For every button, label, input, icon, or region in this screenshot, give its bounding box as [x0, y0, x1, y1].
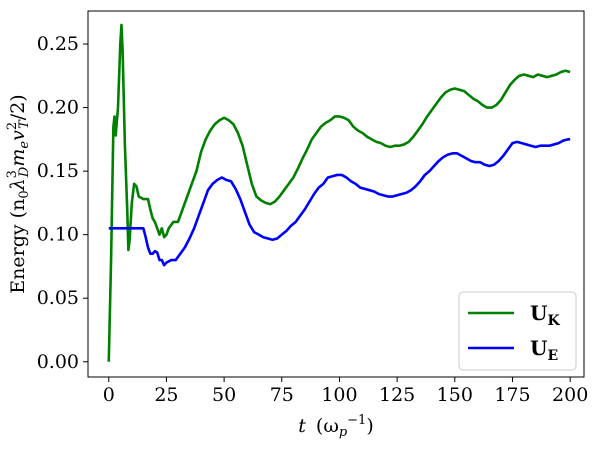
x-tick-label: 25 — [154, 384, 178, 406]
y-axis-ticks: 0.00 0.05 0.10 0.15 0.20 0.25 — [37, 33, 88, 373]
y-tick-label: 0.10 — [37, 224, 79, 246]
legend: UK UE — [458, 291, 577, 371]
legend-label-uk: UK — [530, 301, 560, 329]
y-tick-label: 0.15 — [37, 160, 79, 182]
series-line-ue — [108, 138, 571, 267]
x-axis-ticks: 0 25 50 75 100 125 150 175 200 — [103, 377, 588, 406]
series-line-uk — [107, 23, 571, 362]
x-tick-label: 100 — [321, 384, 357, 406]
x-tick-label: 75 — [270, 384, 294, 406]
y-tick-label: 0.20 — [37, 97, 79, 119]
series-layer — [107, 23, 571, 362]
x-tick-label: 0 — [103, 384, 115, 406]
y-tick-label: 0.25 — [37, 33, 79, 55]
x-tick-label: 50 — [212, 384, 236, 406]
y-tick-label: 0.00 — [37, 351, 79, 373]
x-axis-label: t (ωp−1) — [298, 413, 374, 440]
x-tick-label: 125 — [379, 384, 415, 406]
x-tick-label: 175 — [494, 384, 530, 406]
legend-box — [458, 291, 577, 371]
x-tick-label: 150 — [437, 384, 473, 406]
y-axis-label: Energy (n0λ3Dmev2T/2) — [5, 94, 32, 293]
y-tick-label: 0.05 — [37, 287, 79, 309]
legend-label-ue: UE — [530, 336, 558, 364]
x-tick-label: 200 — [552, 384, 588, 406]
